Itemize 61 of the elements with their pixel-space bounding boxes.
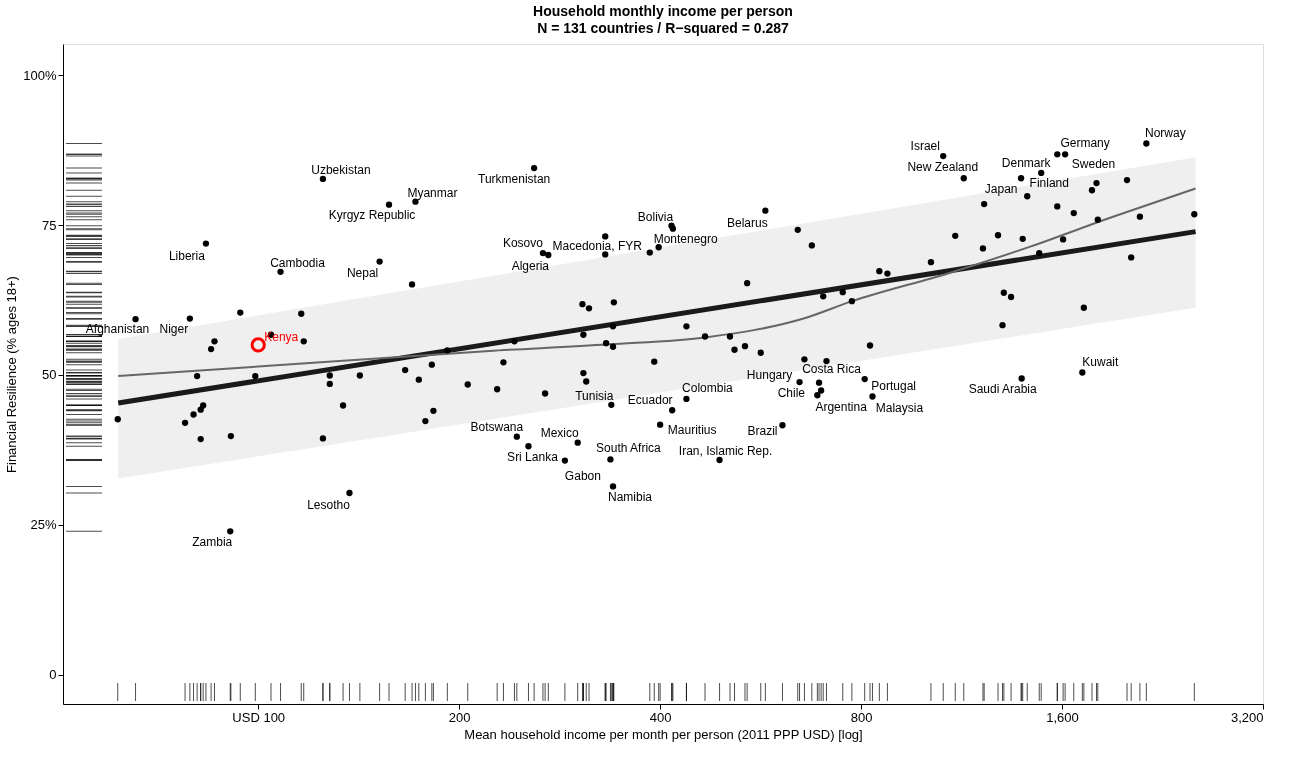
annotation: Afghanistan [85, 322, 150, 337]
x-tick-label: 3,200 [1230, 709, 1264, 725]
annotation: Algeria [511, 259, 550, 274]
series-label: Kenya [264, 329, 299, 344]
annotation: Uzbekistan [311, 162, 371, 177]
annotation: Mauritius [667, 422, 717, 437]
x-axis-title: Mean household income per month per person (2011 PPP USD) [log] [464, 726, 863, 742]
x-tick-label: 1,600 [1046, 709, 1079, 725]
annotation: Lesotho [307, 497, 351, 512]
annotation: Chile [777, 386, 806, 401]
annotation: Niger [159, 321, 189, 336]
annotation: Hungary [746, 368, 793, 383]
annotation: Kuwait [1082, 354, 1119, 369]
annotation: Sri Lanka [507, 450, 559, 465]
annotation: Gabon [564, 468, 601, 483]
annotation: Costa Rica [802, 362, 862, 377]
annotation: Malaysia [875, 401, 924, 416]
annotation: Sweden [1071, 157, 1116, 172]
x-tick-label: USD 100 [232, 709, 286, 725]
annotation: Belarus [727, 215, 768, 230]
annotation: Turkmenistan [477, 172, 551, 187]
annotation: Cambodia [270, 255, 326, 270]
annotation: Mexico [540, 425, 580, 440]
annotation: Ecuador [627, 393, 673, 408]
annotation: Zambia [192, 535, 233, 550]
y-tick-label: 100% [23, 67, 57, 83]
annotation: Nepal [346, 265, 379, 280]
y-tick-label: 75 [42, 217, 57, 233]
annotation: Finland [1029, 176, 1069, 191]
annotation: Germany [1060, 136, 1110, 151]
chart-subtitle: N = 131 countries / R−squared = 0.287 [537, 20, 790, 36]
annotation: Kosovo [502, 236, 544, 251]
y-axis-title: Financial Resilience (% ages 18+) [4, 276, 20, 473]
annotation: Norway [1145, 125, 1186, 140]
annotation: Denmark [1001, 155, 1052, 170]
y-tick-label: 50 [42, 367, 57, 383]
annotation: Portugal [871, 379, 917, 394]
annotation: Namibia [608, 490, 653, 505]
annotation: Japan [984, 182, 1018, 197]
chart-title: Household monthly income per person [533, 3, 793, 19]
annotation: Botswana [470, 419, 524, 434]
annotation: Iran, Islamic Rep. [678, 444, 773, 459]
annotation: Bolivia [637, 209, 674, 224]
annotation: Kyrgyz Republic [328, 207, 416, 222]
x-tick-label: 800 [850, 709, 873, 725]
y-tick-label: 0 [49, 667, 57, 683]
x-tick-label: 400 [649, 709, 672, 725]
annotation: Liberia [168, 248, 206, 263]
annotation: Tunisia [575, 388, 614, 403]
annotation: Macedonia, FYR [552, 239, 643, 254]
annotation: Brazil [747, 424, 778, 439]
annotation: Myanmar [407, 185, 458, 200]
annotation: Argentina [815, 400, 868, 415]
annotation: Saudi Arabia [968, 382, 1038, 397]
annotation: Colombia [682, 380, 734, 395]
annotation: New Zealand [907, 160, 979, 175]
annotation: Israel [910, 139, 940, 154]
annotation: Montenegro [653, 232, 719, 247]
annotation: South Africa [596, 441, 662, 456]
y-tick-label: 25% [30, 517, 57, 533]
x-tick-label: 200 [448, 709, 471, 725]
